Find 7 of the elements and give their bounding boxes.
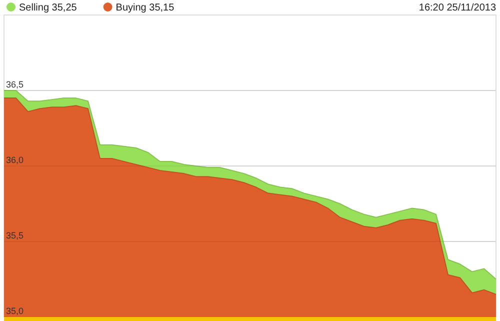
y-tick-label: 35,5	[6, 230, 24, 240]
legend-label: Selling 35,25	[19, 2, 78, 14]
text: 16:20 25/11/2013	[418, 2, 496, 14]
y-tick-label: 35,0	[6, 306, 24, 316]
y-tick-label: 36,5	[6, 80, 24, 90]
legend-label: Buying 35,15	[116, 2, 175, 14]
y-tick-label: 36,0	[6, 155, 24, 165]
